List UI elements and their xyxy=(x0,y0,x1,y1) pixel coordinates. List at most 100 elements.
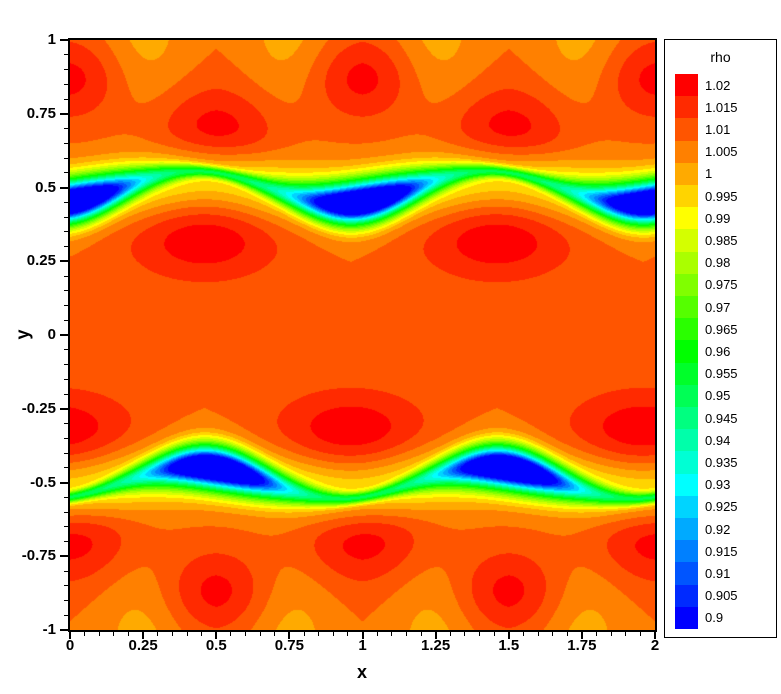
y-minor-tick xyxy=(64,349,68,351)
y-minor-tick xyxy=(64,496,68,498)
x-major-tick xyxy=(142,632,145,639)
legend-title: rho xyxy=(710,49,731,65)
x-minor-tick xyxy=(259,632,261,636)
y-tick-label: 0.5 xyxy=(35,178,56,196)
x-minor-tick xyxy=(537,632,539,636)
legend-level-label: 0.995 xyxy=(705,188,738,204)
x-major-tick xyxy=(654,632,656,639)
y-minor-tick xyxy=(64,600,68,601)
x-minor-tick xyxy=(596,632,597,636)
legend-level-label: 0.945 xyxy=(705,410,738,426)
legend-color-swatch xyxy=(675,584,698,607)
legend-color-swatch xyxy=(675,74,698,97)
legend-color-swatch xyxy=(675,296,698,319)
legend-row: 1.005 xyxy=(675,140,771,163)
plot-area xyxy=(68,38,657,632)
y-minor-tick xyxy=(64,275,68,277)
legend-row: 0.965 xyxy=(675,318,771,341)
legend-level-label: 0.94 xyxy=(705,432,731,448)
legend-row: 0.92 xyxy=(675,518,771,541)
legend-level-label: 0.97 xyxy=(705,299,731,315)
legend-row: 1.02 xyxy=(675,74,771,97)
x-minor-tick xyxy=(405,632,407,636)
legend-level-label: 1.01 xyxy=(705,122,731,137)
legend-color-swatch xyxy=(675,540,698,563)
legend-level-label: 0.955 xyxy=(705,366,738,382)
legend-color-swatch xyxy=(675,429,698,452)
legend-color-swatch xyxy=(675,495,698,519)
y-minor-tick xyxy=(64,98,68,100)
y-minor-tick xyxy=(64,437,68,439)
x-minor-tick xyxy=(201,632,203,636)
y-minor-tick xyxy=(64,69,68,70)
x-minor-tick xyxy=(332,632,334,636)
x-minor-tick xyxy=(376,632,378,636)
x-axis-label: x xyxy=(356,662,367,682)
y-minor-tick xyxy=(64,231,68,233)
legend-level-label: 0.925 xyxy=(705,499,738,515)
legend-row: 0.995 xyxy=(675,185,771,208)
y-minor-tick xyxy=(64,423,68,424)
y-tick-label: -0.75 xyxy=(21,547,56,565)
y-minor-tick xyxy=(64,83,68,85)
legend-row: 0.975 xyxy=(675,273,771,297)
y-tick-label: -1 xyxy=(42,621,56,638)
x-minor-tick xyxy=(84,632,86,636)
legend-row: 0.95 xyxy=(675,384,771,408)
y-minor-tick xyxy=(64,393,68,395)
contour-plot-canvas xyxy=(70,40,655,630)
legend-row: 0.955 xyxy=(675,362,771,385)
y-minor-tick xyxy=(64,570,68,572)
y-minor-tick xyxy=(64,467,68,469)
legend-row: 0.985 xyxy=(675,229,771,252)
y-minor-tick xyxy=(64,526,68,528)
x-tick-label: 0.5 xyxy=(205,637,227,654)
y-tick-label: 0 xyxy=(47,326,56,343)
x-minor-tick xyxy=(230,632,232,636)
y-minor-tick xyxy=(64,511,68,513)
x-minor-tick xyxy=(128,632,129,636)
legend-color-swatch xyxy=(675,162,698,186)
x-tick-label: 1 xyxy=(358,637,367,654)
legend-level-label: 0.93 xyxy=(705,477,731,493)
x-minor-tick xyxy=(610,632,612,636)
legend-row: 0.935 xyxy=(675,451,771,474)
x-major-tick xyxy=(215,632,218,639)
legend-color-swatch xyxy=(675,451,698,474)
y-major-tick xyxy=(60,334,68,336)
y-minor-tick xyxy=(64,201,68,203)
x-major-tick xyxy=(361,632,364,639)
legend-row: 0.94 xyxy=(675,429,771,452)
legend-color-swatch xyxy=(675,96,698,119)
legend-row: 0.91 xyxy=(675,562,771,585)
legend-row: 0.9 xyxy=(675,606,771,630)
legend-rows: 1.02 1.015 1.01 1.005 1 0.995 0.99 0.985 0.98 0.9… xyxy=(675,74,771,630)
y-tick-label: 0.25 xyxy=(26,252,56,270)
legend-level-label: 0.915 xyxy=(705,543,738,559)
legend-color-swatch xyxy=(675,185,698,208)
legend-color-swatch xyxy=(675,207,698,230)
legend-row: 1.01 xyxy=(675,118,771,141)
x-minor-tick xyxy=(245,632,246,636)
x-tick-label: 0 xyxy=(65,637,75,654)
x-minor-tick xyxy=(420,632,422,636)
legend-level-label: 0.96 xyxy=(705,344,731,360)
legend-color-swatch xyxy=(675,606,698,630)
legend-color-swatch xyxy=(675,140,698,163)
x-tick-label: 0.75 xyxy=(274,637,304,654)
x-major-tick xyxy=(288,632,291,639)
y-minor-tick xyxy=(64,614,68,616)
legend-level-label: 0.92 xyxy=(705,521,731,537)
legend-color-swatch xyxy=(675,384,698,408)
legend-row: 1.015 xyxy=(675,96,771,119)
x-minor-tick xyxy=(98,632,100,636)
legend-color-swatch xyxy=(675,229,698,252)
legend-level-label: 1.02 xyxy=(705,77,731,93)
y-minor-tick xyxy=(64,305,68,306)
x-major-tick xyxy=(580,632,583,639)
x-major-tick xyxy=(507,632,510,639)
legend-level-label: 0.905 xyxy=(705,588,738,604)
y-minor-tick xyxy=(64,364,68,365)
legend-row: 0.96 xyxy=(675,340,771,363)
